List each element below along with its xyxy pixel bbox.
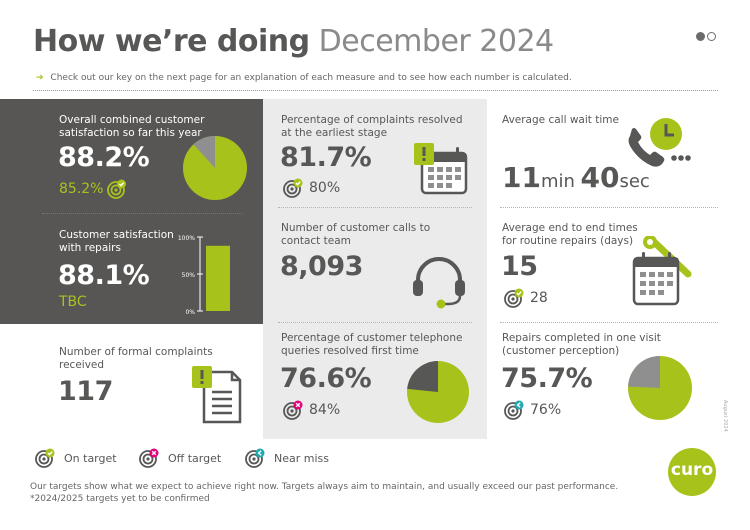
one-visit-pie-chart bbox=[628, 356, 692, 420]
near-miss-icon bbox=[245, 448, 265, 468]
on-target-icon bbox=[35, 448, 55, 468]
intro-line: ➔ Check out our key on the next page for… bbox=[36, 73, 572, 83]
repairs-bar-chart: 100% 50% 0% bbox=[178, 235, 230, 316]
near-miss-icon bbox=[504, 400, 524, 420]
tick-label-100: 100% bbox=[178, 235, 195, 242]
repairs-satisfaction-value: 88.1% bbox=[58, 260, 150, 291]
one-visit-target: 76% bbox=[504, 400, 561, 420]
calls-value: 8,093 bbox=[280, 251, 363, 282]
header-divider bbox=[33, 90, 718, 91]
satisfaction-value: 88.2% bbox=[58, 142, 150, 173]
page-title: How we’re doing December 2024 bbox=[33, 24, 554, 59]
pie-remainder-slice bbox=[628, 356, 660, 388]
footer-note: Our targets show what we expect to achie… bbox=[30, 481, 618, 505]
earliest-stage-target-value: 80% bbox=[309, 180, 341, 196]
earliest-stage-target: 80% bbox=[283, 178, 340, 198]
curo-logo[interactable]: curo bbox=[668, 448, 716, 496]
first-time-pie-chart bbox=[407, 361, 469, 423]
repair-times-label: Average end to end times for routine rep… bbox=[502, 222, 638, 247]
on-target-icon bbox=[107, 179, 127, 199]
arrow-right-icon: ➔ bbox=[36, 73, 44, 83]
repairs-satisfaction-label: Customer satisfaction with repairs bbox=[59, 229, 174, 254]
wait-label: Average call wait time bbox=[502, 114, 619, 126]
title-month: December 2024 bbox=[318, 24, 554, 59]
one-visit-value: 75.7% bbox=[501, 363, 593, 394]
wait-seconds: 40 bbox=[580, 161, 620, 194]
one-visit-label: Repairs completed in one visit (customer… bbox=[502, 332, 661, 357]
satisfaction-target-value: 85.2% bbox=[59, 181, 104, 197]
on-target-icon bbox=[504, 288, 524, 308]
calendar-icon bbox=[414, 143, 468, 195]
divider bbox=[500, 322, 718, 323]
page-indicator[interactable] bbox=[696, 32, 716, 41]
off-target-icon bbox=[283, 400, 303, 420]
on-target-icon bbox=[283, 178, 303, 198]
first-time-target: 84% bbox=[283, 400, 340, 420]
repairs-satisfaction-target: TBC bbox=[59, 294, 87, 310]
pie-remainder-slice bbox=[193, 136, 215, 168]
complaints-value: 117 bbox=[58, 376, 113, 407]
title-main: How we’re doing bbox=[33, 24, 310, 59]
repair-times-value: 15 bbox=[501, 251, 538, 282]
legend-near-miss: Near miss bbox=[244, 448, 329, 468]
satisfaction-pie-chart bbox=[183, 136, 247, 200]
page-dot-2[interactable] bbox=[707, 32, 716, 41]
earliest-stage-label: Percentage of complaints resolved at the… bbox=[281, 114, 463, 139]
earliest-stage-value: 81.7% bbox=[280, 142, 372, 173]
legend-near-miss-label: Near miss bbox=[274, 451, 329, 465]
first-time-target-value: 84% bbox=[309, 402, 341, 418]
repair-times-target-value: 28 bbox=[530, 290, 548, 306]
document-complaint-icon bbox=[192, 366, 242, 424]
footer-line-2: *2024/2025 targets yet to be confirmed bbox=[30, 494, 210, 504]
legend-on-target-label: On target bbox=[64, 451, 117, 465]
satisfaction-target: 85.2% bbox=[59, 179, 127, 199]
intro-text: Check out our key on the next page for a… bbox=[50, 73, 572, 83]
complaints-label: Number of formal complaints received bbox=[59, 346, 213, 371]
one-visit-target-value: 76% bbox=[530, 402, 562, 418]
legend-off-target: Off target bbox=[138, 448, 221, 468]
repairs-bar bbox=[206, 245, 230, 311]
wait-sec-unit: sec bbox=[619, 171, 650, 192]
headset-icon bbox=[413, 257, 465, 309]
first-time-value: 76.6% bbox=[280, 363, 372, 394]
divider bbox=[278, 322, 472, 323]
wait-value: 11min 40sec bbox=[502, 161, 650, 194]
repair-times-target: 28 bbox=[504, 288, 548, 308]
page-dot-1[interactable] bbox=[696, 32, 705, 41]
divider bbox=[500, 207, 718, 208]
phone-clock-icon bbox=[628, 118, 691, 167]
tick-label-0: 0% bbox=[185, 309, 195, 316]
first-time-label: Percentage of customer telephone queries… bbox=[281, 332, 463, 357]
tick-label-50: 50% bbox=[182, 272, 196, 279]
divider bbox=[278, 207, 472, 208]
wait-minutes: 11 bbox=[502, 161, 541, 194]
footer-line-1: Our targets show what we expect to achie… bbox=[30, 482, 619, 492]
calendar-wrench-icon bbox=[632, 236, 692, 306]
calls-label: Number of customer calls to contact team bbox=[281, 222, 431, 247]
divider bbox=[42, 213, 242, 214]
wait-min-unit: min bbox=[540, 171, 575, 192]
side-date: August 2024 bbox=[722, 400, 728, 432]
satisfaction-label: Overall combined customer satisfaction s… bbox=[59, 114, 205, 139]
legend-off-target-label: Off target bbox=[168, 451, 222, 465]
pie-remainder-slice bbox=[407, 361, 438, 392]
legend-on-target: On target bbox=[34, 448, 117, 468]
logo-text: curo bbox=[670, 460, 714, 480]
off-target-icon bbox=[139, 448, 159, 468]
